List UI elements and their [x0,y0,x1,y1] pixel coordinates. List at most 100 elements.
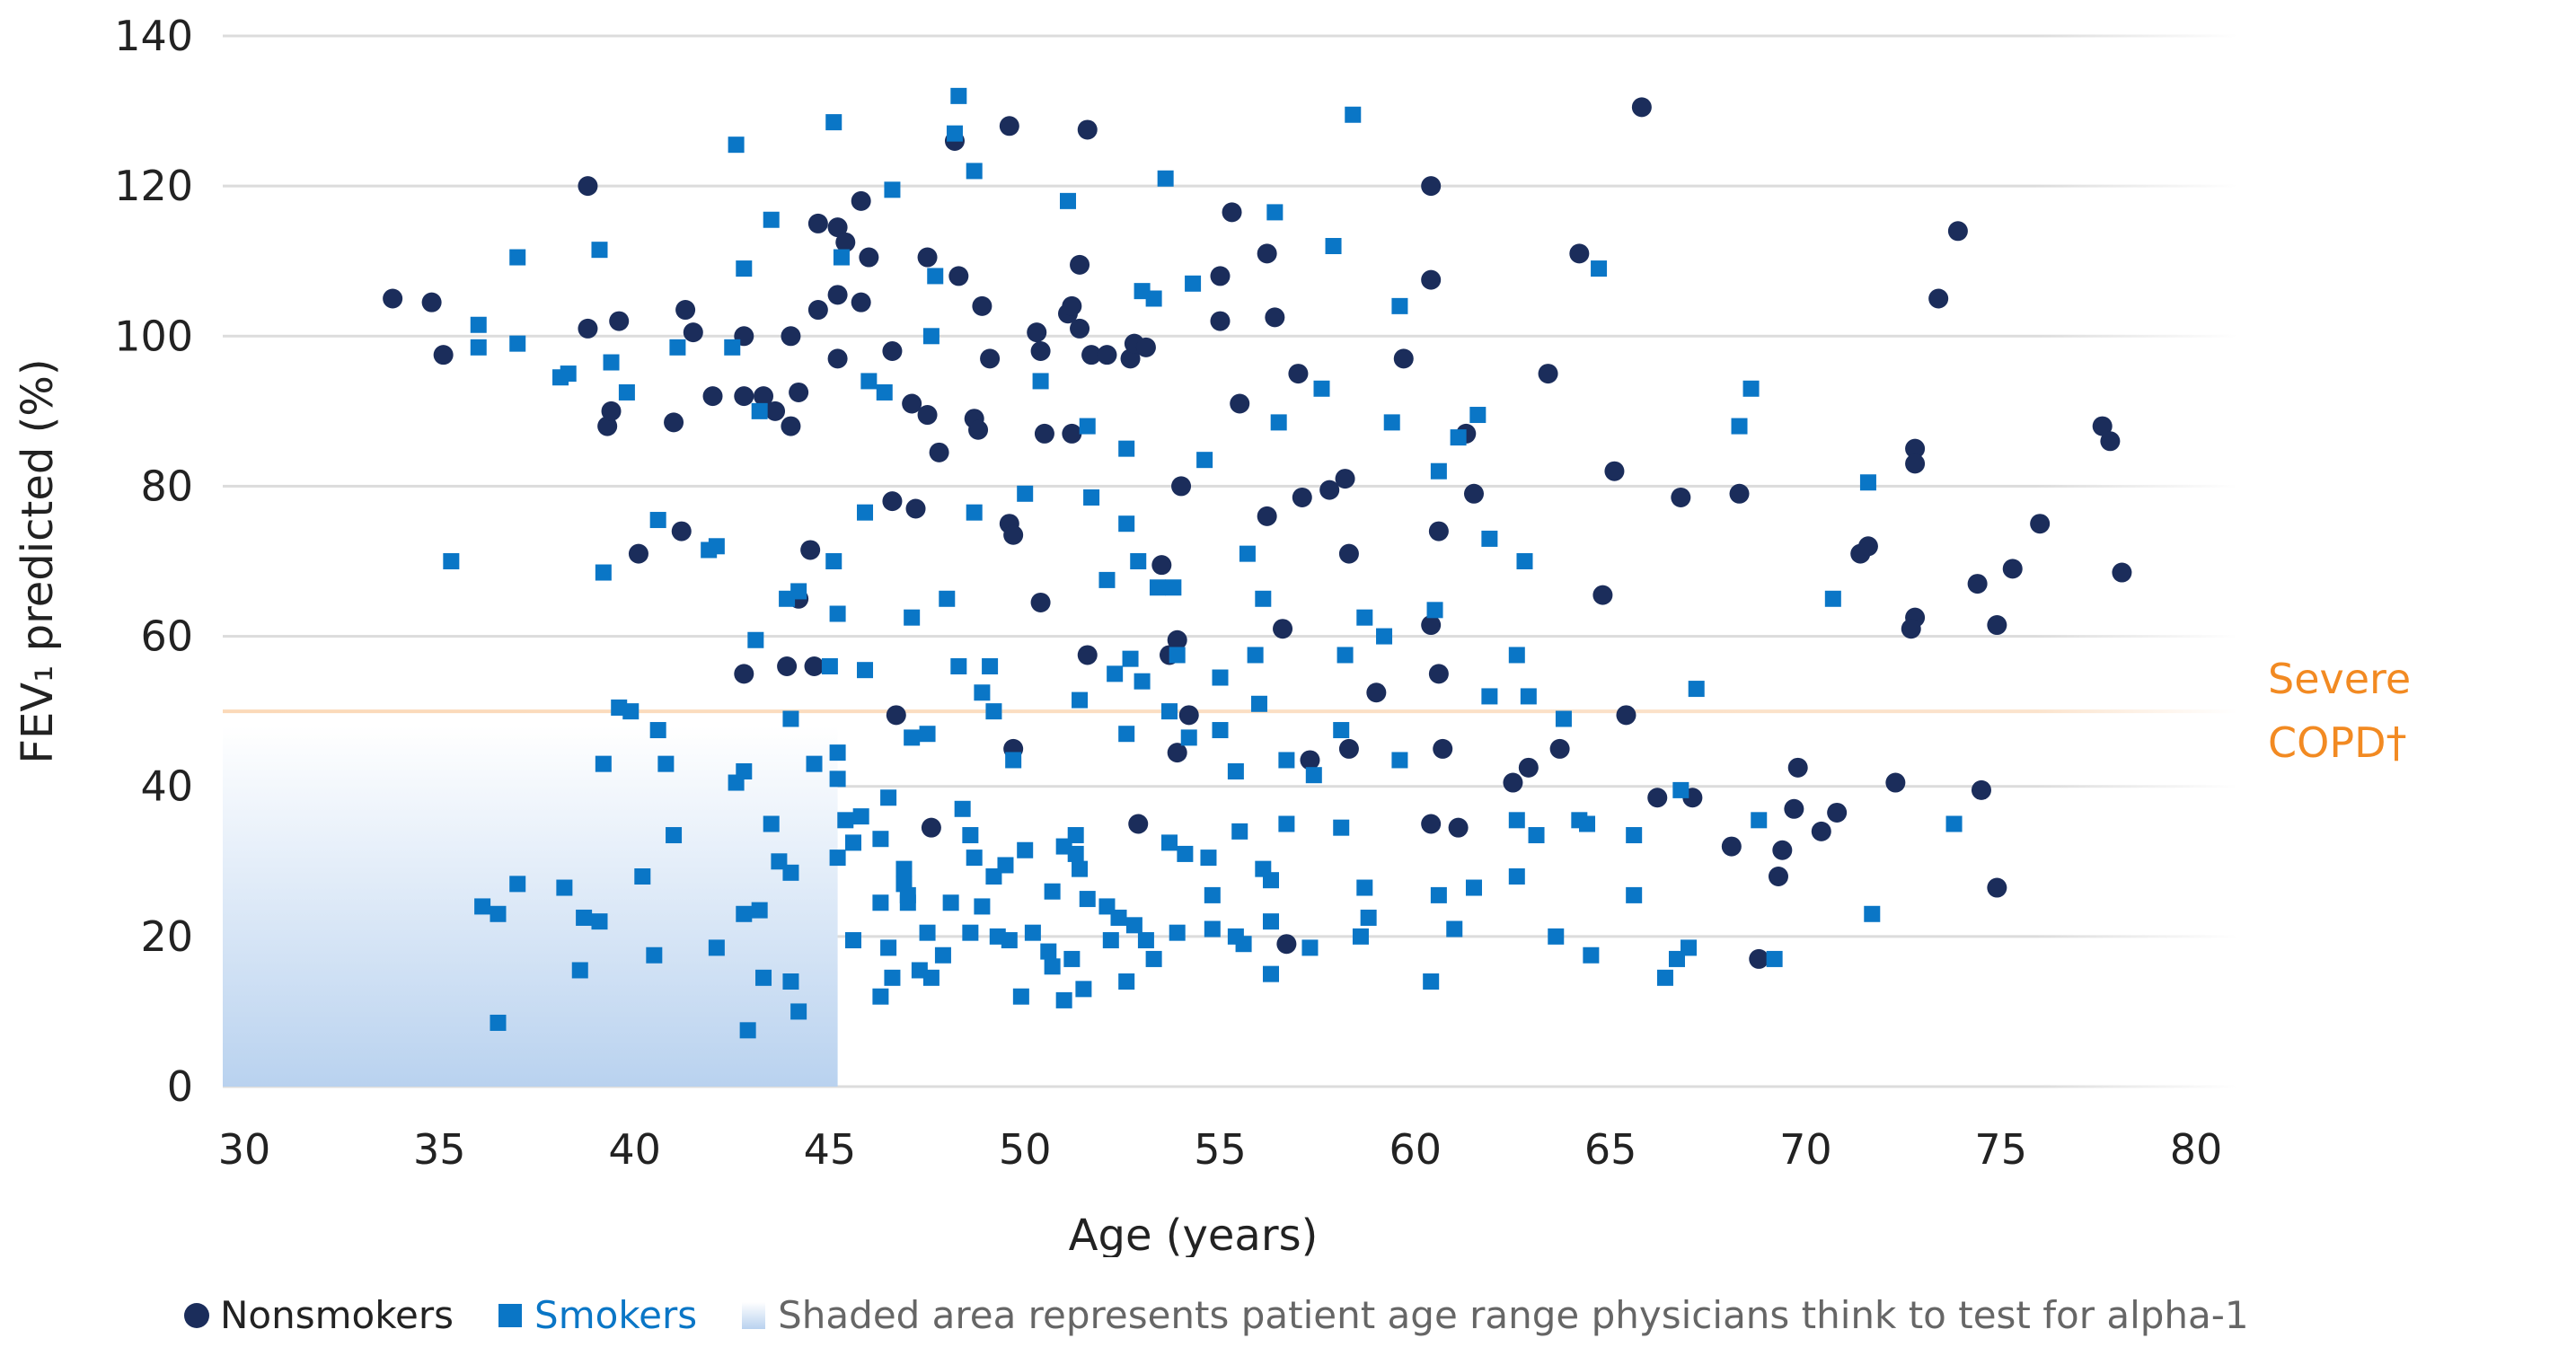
smoker-point [782,973,799,990]
smoker-point [1200,850,1217,867]
smoker-point [962,827,979,844]
smoker-point [755,969,772,986]
nonsmoker-point [827,348,848,369]
smoker-point [470,316,487,333]
smoker-point [1333,819,1350,836]
smoker-point [739,1022,756,1039]
nonsmoker-point [800,540,821,560]
smoker-point [1360,909,1377,926]
smoker-point [872,988,889,1005]
smoker-point [1204,920,1221,938]
smoker-point [1118,515,1135,533]
nonsmoker-point [1971,779,1991,800]
smoker-point [1118,973,1135,990]
smoker-point [974,898,991,915]
smoker-point [1130,553,1147,569]
smoker-point [790,583,807,600]
smoker-point [1180,729,1197,746]
nonsmoker-point [683,322,703,343]
nonsmoker-point [1749,948,1769,969]
y-tick-label: 20 [140,912,193,961]
smoker-point [927,268,944,285]
smoker-point [1235,936,1252,953]
shaded-swatch-icon [742,1301,766,1329]
nonsmoker-point [1081,345,1102,365]
nonsmoker-point [1335,469,1355,489]
smoker-point [1583,946,1600,964]
smoker-point [829,850,846,867]
nonsmoker-point [835,232,856,252]
smoker-point [728,136,745,154]
smoker-point [860,373,878,390]
nonsmoker-point [734,386,754,407]
nonsmoker-point [1421,814,1442,834]
smoker-point [751,902,768,919]
gridline [223,635,2237,638]
smoker-point [1508,647,1525,664]
nonsmoker-point [1538,364,1558,384]
smoker-point [1177,845,1194,862]
smoker-point [982,658,999,674]
smoker-point [844,932,861,949]
smoker-point [950,87,967,104]
smoker-point [829,770,846,788]
smoker-point [1001,932,1018,949]
smoker-point [646,946,663,964]
smoker-point [618,383,635,401]
nonsmoker-point [1421,615,1442,636]
nonsmoker-point [1077,119,1098,140]
smoker-point [1579,815,1596,832]
x-axis-title: Age (years) [1069,1211,1319,1257]
smoker-point [724,339,741,356]
smoker-point [1145,950,1162,967]
smoker-point [1227,763,1244,779]
smoker-point [1859,474,1876,491]
smoker-point [782,710,799,727]
nonsmoker-point [1338,738,1359,759]
smoker-point [1688,681,1705,698]
nonsmoker-point [754,386,774,407]
severe-copd-label: COPD† [2268,718,2407,767]
smoker-point [1313,380,1330,397]
nonsmoker-point [1062,423,1082,444]
smoker-point [872,894,889,911]
nonsmoker-point [1034,423,1054,444]
smoker-point [595,564,612,581]
smoker-point [1548,928,1565,945]
smoker-point [474,898,491,915]
nonsmoker-point [972,295,992,316]
smoker-point [1278,815,1295,832]
smoker-point [1060,192,1077,209]
smoker-point [790,1003,807,1020]
nonsmoker-point [1070,254,1090,275]
circle-marker-icon [184,1302,209,1328]
smoker-point [1079,418,1096,435]
nonsmoker-point [882,491,903,512]
nonsmoker-point [804,656,825,676]
nonsmoker-point [421,292,442,313]
smoker-point [966,504,983,521]
nonsmoker-point [2092,416,2113,436]
smoker-point [1118,726,1135,743]
smoker-point [942,894,959,911]
smoker-point [1262,965,1279,982]
x-tick-label: 60 [1389,1125,1442,1174]
nonsmoker-point [1230,393,1250,414]
smoker-point [974,684,991,701]
smoker-point [1239,545,1256,562]
smoker-point [1423,973,1440,990]
nonsmoker-point [921,817,941,838]
nonsmoker-point [1288,364,1309,384]
nonsmoker-point [675,300,696,321]
smoker-point [1751,812,1768,829]
smoker-point [1469,407,1486,424]
smoker-point [1626,886,1643,903]
smoker-point [782,864,799,881]
nonsmoker-point [1616,705,1636,726]
smoker-point [1333,722,1350,739]
nonsmoker-point [734,664,754,684]
nonsmoker-point [827,217,848,238]
smoker-point [1005,752,1022,769]
nonsmoker-point [827,285,848,305]
smoker-point [1118,440,1135,457]
